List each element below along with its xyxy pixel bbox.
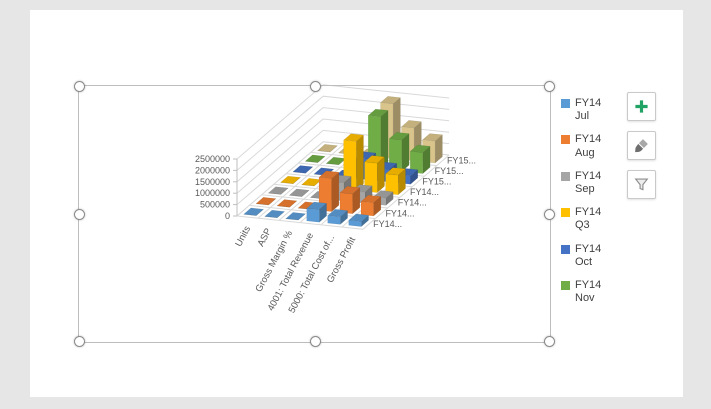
resize-handle-nw[interactable]: [74, 81, 85, 92]
legend-swatch: [561, 244, 570, 254]
resize-handle-s[interactable]: [309, 336, 321, 347]
legend-item[interactable]: FY14 Q3: [561, 206, 601, 232]
bars[interactable]: [243, 95, 443, 228]
legend-item[interactable]: FY14 Sep: [561, 170, 601, 196]
svg-text:FY14...: FY14...: [410, 187, 439, 197]
value-axis[interactable]: [233, 158, 238, 217]
svg-text:2500000: 2500000: [195, 154, 230, 164]
legend-swatch: [561, 99, 570, 108]
legend-label: FY14 Aug: [575, 133, 602, 159]
chart-legend[interactable]: FY14 Jul FY14 Aug FY14 Sep FY14 Q3 FY14 Oct FY14 No…: [561, 97, 601, 305]
resize-handle-sw[interactable]: [74, 336, 85, 347]
legend-label: FY14 Oct: [575, 242, 602, 268]
svg-text:1500000: 1500000: [195, 177, 230, 187]
svg-text:FY14...: FY14...: [385, 208, 414, 218]
legend-swatch: [561, 135, 570, 145]
resize-handle-n[interactable]: [309, 81, 321, 92]
legend-item[interactable]: FY14 Aug: [561, 133, 601, 159]
svg-text:FY15...: FY15...: [447, 155, 476, 165]
legend-swatch: [561, 171, 570, 181]
legend-item[interactable]: FY14 Oct: [561, 243, 601, 269]
svg-text:0: 0: [225, 211, 230, 221]
svg-text:FY15...: FY15...: [435, 166, 464, 176]
resize-handle-e[interactable]: [544, 209, 555, 220]
legend-label: FY14 Jul: [575, 97, 602, 123]
resize-handle-se[interactable]: [544, 336, 555, 347]
svg-text:FY15...: FY15...: [422, 177, 451, 187]
svg-text:2000000: 2000000: [195, 165, 230, 175]
chart-elements-button[interactable]: [627, 92, 656, 121]
legend-label: FY14 Q3: [575, 206, 602, 232]
depth-axis-labels[interactable]: FY14...FY14...FY14...FY14...FY15...FY15.…: [373, 155, 476, 229]
chart-styles-button[interactable]: [627, 131, 656, 160]
legend-swatch: [561, 280, 570, 290]
legend-label: FY14 Sep: [575, 169, 602, 195]
svg-text:1000000: 1000000: [195, 188, 230, 198]
paintbrush-icon: [635, 139, 648, 153]
chart-tools-panel: [627, 92, 656, 199]
chart-filters-button[interactable]: [627, 170, 656, 199]
svg-text:500000: 500000: [200, 200, 230, 210]
svg-text:FY14...: FY14...: [398, 198, 427, 208]
chart-selection-frame[interactable]: [74, 81, 555, 347]
plus-icon: [635, 100, 648, 113]
legend-item[interactable]: FY14 Jul: [561, 97, 601, 123]
funnel-icon: [634, 178, 649, 191]
svg-text:FY14...: FY14...: [373, 219, 402, 229]
resize-handle-w[interactable]: [74, 209, 85, 220]
legend-swatch: [561, 208, 570, 218]
resize-handle-ne[interactable]: [544, 81, 555, 92]
legend-label: FY14 Nov: [575, 278, 602, 305]
legend-item[interactable]: FY14 Nov: [561, 279, 601, 305]
